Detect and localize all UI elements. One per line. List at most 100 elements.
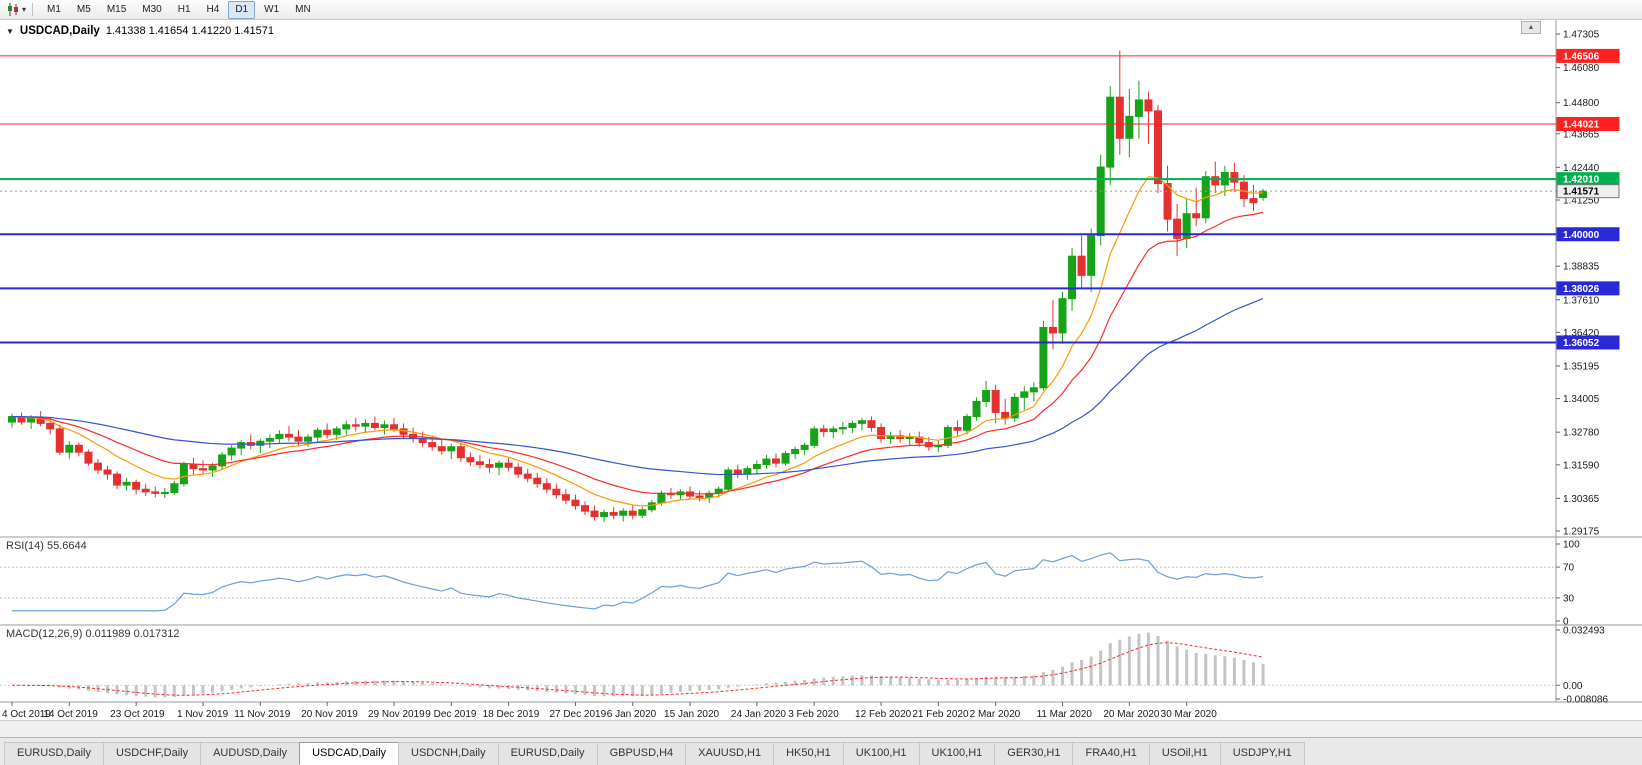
tab-USDJPY-H1[interactable]: USDJPY,H1 (1219, 742, 1305, 765)
rsi-line (12, 552, 1264, 612)
candle-body (437, 446, 446, 452)
price-badge-1.38026: 1.38026 (1556, 281, 1620, 296)
candle-body (1125, 115, 1134, 139)
candle-body (84, 451, 93, 464)
chart-ohlc-values: 1.41338 1.41654 1.41220 1.41571 (105, 25, 275, 37)
macd-histogram (20, 632, 1265, 698)
macd-indicator-label: MACD(12,26,9) 0.011989 0.017312 (6, 628, 180, 640)
status-strip (0, 720, 1642, 737)
tab-XAUUSD-H1[interactable]: XAUUSD,H1 (685, 742, 775, 765)
date-label: 20 Nov 2019 (301, 709, 358, 720)
candle-body (122, 481, 131, 486)
date-label: 11 Mar 2020 (1037, 709, 1093, 720)
date-label: 20 Mar 2020 (1103, 709, 1160, 720)
candle-body (523, 473, 532, 479)
candle-body (332, 428, 341, 435)
chart-title: ▼ USDCAD,Daily 1.41338 1.41654 1.41220 1… (6, 25, 274, 37)
tab-USDCNH-Daily[interactable]: USDCNH,Daily (398, 742, 499, 765)
tab-FRA40-H1[interactable]: FRA40,H1 (1072, 742, 1150, 765)
tab-GBPUSD-H4[interactable]: GBPUSD,H4 (596, 742, 687, 765)
date-label: 1 Nov 2019 (177, 709, 229, 720)
price-tick-label: 1.36420 (1563, 328, 1600, 339)
date-label: 27 Dec 2019 (549, 709, 606, 720)
candle-body (485, 464, 494, 468)
candle-body (1259, 190, 1268, 199)
candle-body (380, 424, 389, 429)
candle-body (924, 442, 933, 448)
rsi-tick-label: 0 (1563, 617, 1569, 628)
tab-HK50-H1[interactable]: HK50,H1 (773, 742, 844, 765)
candle-body (370, 422, 379, 429)
price-tick-label: 1.29175 (1563, 527, 1600, 538)
tab-EURUSD-Daily[interactable]: EURUSD,Daily (4, 742, 104, 765)
candle-body (179, 464, 188, 485)
candle-body (27, 417, 36, 423)
candle-body (972, 400, 981, 418)
candle-body (218, 454, 227, 467)
tab-AUDUSD-Daily[interactable]: AUDUSD,Daily (200, 742, 301, 765)
timeframe-button-H1[interactable]: H1 (177, 3, 191, 15)
candle-body (1068, 255, 1077, 300)
price-badge-1.42010: 1.42010 (1556, 172, 1620, 187)
candle-body (504, 462, 513, 468)
candle-body (991, 390, 1000, 413)
tab-UK100-H1[interactable]: UK100,H1 (842, 742, 920, 765)
svg-text:1.36052: 1.36052 (1563, 338, 1600, 349)
timeframe-button-M30[interactable]: M30 (142, 3, 162, 15)
candle-body (609, 511, 618, 516)
candle-body (619, 510, 628, 516)
tab-USOil-H1[interactable]: USOil,H1 (1148, 742, 1221, 765)
chart-canvas[interactable]: 1.47305 1.46080 1.44800 1.43665 1.42440 1.412… (0, 20, 1642, 720)
tab-USDCHF-Daily[interactable]: USDCHF,Daily (102, 742, 202, 765)
timeframe-button-M15[interactable]: M15 (106, 3, 127, 15)
candle-body (160, 491, 169, 494)
timeframe-button-MN[interactable]: MN (295, 3, 311, 15)
dropdown-caret-icon[interactable]: ▾ (22, 5, 27, 14)
candle-body (284, 433, 293, 438)
tab-UK100-H1[interactable]: UK100,H1 (918, 742, 996, 765)
candle-body (265, 437, 274, 442)
price-tick-label: 1.32780 (1563, 428, 1600, 439)
price-tick-label: 1.47305 (1563, 30, 1600, 41)
chart-tab-bar: EURUSD,Daily USDCHF,Daily AUDUSD,Daily USDC… (0, 737, 1642, 765)
candle-body (390, 424, 398, 430)
candle-body (743, 468, 752, 475)
timeframe-button-D1[interactable]: D1 (228, 0, 256, 19)
collapse-icon[interactable]: ▼ (6, 26, 14, 36)
tab-GER30-H1[interactable]: GER30,H1 (994, 742, 1074, 765)
candle-body (351, 424, 360, 427)
candlestick-series (8, 50, 1268, 523)
candle-body (542, 483, 551, 490)
rsi-tick-label: 100 (1563, 540, 1580, 551)
candle-body (647, 502, 656, 511)
timeframe-button-W1[interactable]: W1 (264, 3, 280, 15)
timeframe-button-H4[interactable]: H4 (206, 3, 220, 15)
price-badge-1.46506: 1.46506 (1556, 48, 1620, 63)
date-label: 24 Jan 2020 (731, 709, 786, 720)
date-label: 3 Feb 2020 (788, 709, 839, 720)
chart-type-icon[interactable] (6, 3, 20, 16)
candle-body (1192, 213, 1201, 219)
candle-body (1230, 172, 1239, 183)
price-tick-label: 1.30365 (1563, 494, 1600, 505)
candle-body (514, 466, 523, 475)
candle-body (466, 457, 475, 463)
candle-body (428, 442, 437, 448)
tab-USDCAD-Daily[interactable]: USDCAD,Daily (299, 742, 400, 765)
date-label: 18 Dec 2019 (483, 709, 540, 720)
candle-body (65, 444, 74, 453)
candle-body (877, 427, 886, 439)
candle-body (552, 488, 561, 496)
price-tick-label: 1.38835 (1563, 262, 1600, 273)
date-label: 2 Mar 2020 (970, 709, 1021, 720)
timeframe-button-M1[interactable]: M1 (47, 3, 61, 15)
candle-body (963, 416, 971, 431)
candle-body (1048, 326, 1057, 334)
tab-EURUSD-Daily[interactable]: EURUSD,Daily (497, 742, 598, 765)
candle-body (819, 428, 828, 433)
candle-body (867, 420, 876, 429)
scroll-up-button[interactable]: ▲ (1521, 21, 1541, 34)
price-badge-1.41571: 1.41571 (1556, 184, 1620, 199)
price-tick-label: 1.35195 (1563, 361, 1600, 372)
timeframe-button-M5[interactable]: M5 (76, 3, 91, 15)
